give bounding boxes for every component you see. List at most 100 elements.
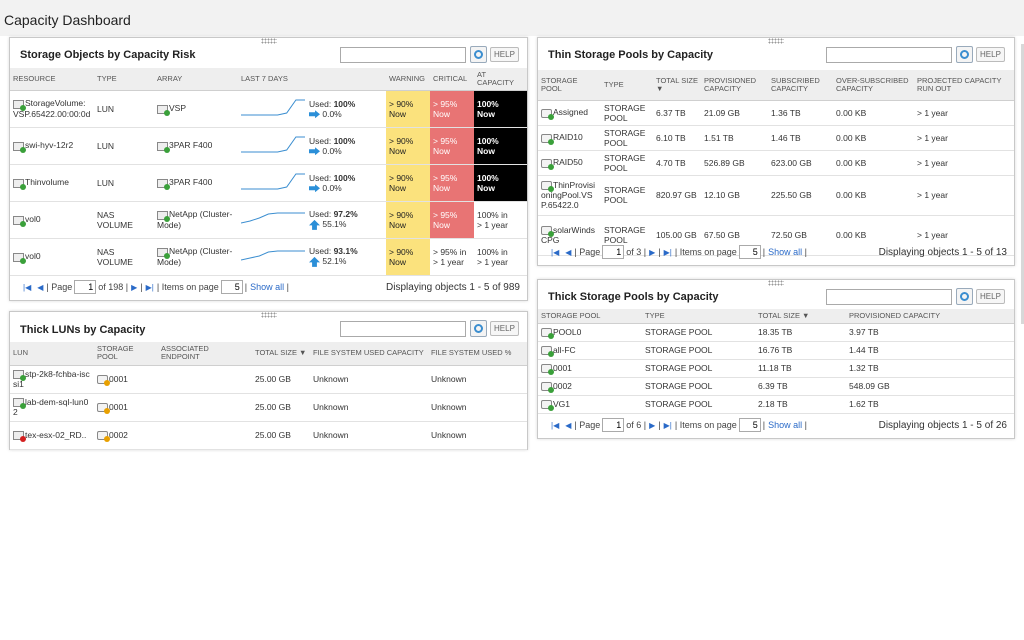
- risk-help-button[interactable]: HELP: [490, 47, 519, 62]
- next-page-icon[interactable]: ▶: [649, 247, 656, 257]
- array-link[interactable]: NetApp (Cluster-Mode): [157, 246, 233, 267]
- page-number-input[interactable]: [602, 418, 625, 432]
- thick-col-header[interactable]: TOTAL SIZE ▼: [755, 309, 846, 324]
- thin-col-header[interactable]: STORAGE POOL: [538, 70, 601, 101]
- drag-handle-icon[interactable]: [768, 38, 784, 44]
- next-page-icon[interactable]: ▶: [649, 420, 656, 430]
- thick-pools-search-button[interactable]: [956, 288, 973, 305]
- table-row[interactable]: VG1 STORAGE POOL 2.18 TB 1.62 TB: [538, 395, 1014, 414]
- page-number-input[interactable]: [602, 245, 625, 259]
- pool-link[interactable]: solarWindsCPG: [541, 224, 596, 246]
- luns-col-header[interactable]: FILE SYSTEM USED CAPACITY: [310, 342, 428, 366]
- items-per-page-input[interactable]: [738, 418, 761, 432]
- table-row[interactable]: Thinvolume LUN 3PAR F400 Used: 100% 0.0% > 9…: [10, 164, 527, 202]
- prev-page-icon[interactable]: ◀: [37, 282, 44, 292]
- show-all-link[interactable]: Show all: [768, 247, 803, 257]
- table-row[interactable]: POOL0 STORAGE POOL 18.35 TB 3.97 TB: [538, 323, 1014, 342]
- luns-col-header[interactable]: ASSOCIATED ENDPOINT: [158, 342, 252, 366]
- first-page-icon[interactable]: |◀: [23, 282, 32, 292]
- lun-link[interactable]: stp-2k8-fchba-iscsi1: [13, 368, 90, 390]
- risk-col-header[interactable]: WARNING: [386, 68, 430, 91]
- items-per-page-input[interactable]: [738, 245, 761, 259]
- table-row[interactable]: tex-esx-02_RD.. 0002 25.00 GB Unknown Unknow…: [10, 421, 527, 450]
- drag-handle-icon[interactable]: [260, 312, 277, 318]
- risk-col-header[interactable]: CRITICAL: [430, 68, 474, 91]
- thick-luns-search-button[interactable]: [470, 320, 487, 337]
- pool-link[interactable]: 0001: [109, 373, 128, 384]
- table-row[interactable]: RAID10 STORAGE POOL 6.10 TB 1.51 TB 1.46 TB 0…: [538, 125, 1014, 151]
- table-row[interactable]: ThinProvisioningPool.VSP.65422.0 STORAGE …: [538, 175, 1014, 216]
- table-row[interactable]: swi-hyv-12r2 LUN 3PAR F400 Used: 100% 0.0% >…: [10, 127, 527, 165]
- last-page-icon[interactable]: ▶|: [663, 247, 672, 257]
- risk-search-input[interactable]: [340, 46, 466, 63]
- thin-col-header[interactable]: SUBSCRIBED CAPACITY: [768, 70, 833, 101]
- thin-col-header[interactable]: TOTAL SIZE ▼: [653, 70, 701, 101]
- table-row[interactable]: Assigned STORAGE POOL 6.37 TB 21.09 GB 1.36 …: [538, 100, 1014, 126]
- thick-col-header[interactable]: TYPE: [642, 309, 755, 324]
- page-number-input[interactable]: [74, 280, 97, 294]
- drag-handle-icon[interactable]: [768, 280, 784, 286]
- array-link[interactable]: VSP: [169, 103, 187, 114]
- next-page-icon[interactable]: ▶: [131, 282, 138, 292]
- thin-pools-search-button[interactable]: [956, 46, 973, 63]
- table-row[interactable]: StorageVolume:VSP.65422.00:00:0d LUN VSP Us…: [10, 90, 527, 128]
- show-all-link[interactable]: Show all: [768, 420, 803, 430]
- thick-pools-help-button[interactable]: HELP: [976, 289, 1005, 304]
- pool-link[interactable]: 0001: [553, 362, 572, 373]
- thin-pools-search-input[interactable]: [826, 46, 952, 63]
- pool-link[interactable]: all-FC: [553, 344, 576, 355]
- pool-link[interactable]: POOL0: [553, 326, 582, 337]
- luns-col-header[interactable]: FILE SYSTEM USED %: [428, 342, 527, 366]
- last-page-icon[interactable]: ▶|: [145, 282, 154, 292]
- first-page-icon[interactable]: |◀: [551, 420, 560, 430]
- thick-pools-search-input[interactable]: [826, 288, 952, 305]
- thin-col-header[interactable]: TYPE: [601, 70, 653, 101]
- resource-link[interactable]: StorageVolume:VSP.65422.00:00:0d: [13, 98, 91, 119]
- pool-link[interactable]: RAID50: [553, 157, 583, 168]
- table-row[interactable]: all-FC STORAGE POOL 16.76 TB 1.44 TB: [538, 341, 1014, 360]
- luns-col-header[interactable]: LUN: [10, 342, 94, 366]
- drag-handle-icon[interactable]: [260, 38, 277, 44]
- scrollbar[interactable]: [1021, 44, 1024, 324]
- risk-col-header[interactable]: RESOURCE: [10, 68, 94, 91]
- table-row[interactable]: stp-2k8-fchba-iscsi1 0001 25.00 GB Unknown U…: [10, 365, 527, 394]
- pool-link[interactable]: Assigned: [553, 107, 588, 118]
- risk-search-button[interactable]: [470, 46, 487, 63]
- thick-luns-help-button[interactable]: HELP: [490, 321, 519, 336]
- pool-link[interactable]: 0002: [553, 380, 572, 391]
- thin-col-header[interactable]: PROVISIONED CAPACITY: [701, 70, 768, 101]
- lun-link[interactable]: tex-esx-02_RD..: [25, 429, 87, 440]
- show-all-link[interactable]: Show all: [250, 282, 285, 292]
- table-row[interactable]: vol0 NAS VOLUME NetApp (Cluster-Mode) Used:…: [10, 238, 527, 276]
- table-row[interactable]: vol0 NAS VOLUME NetApp (Cluster-Mode) Used:…: [10, 201, 527, 239]
- thick-luns-search-input[interactable]: [340, 320, 466, 337]
- table-row[interactable]: lab-dem-sql-lun02 0001 25.00 GB Unknown Unkn…: [10, 393, 527, 422]
- thin-col-header[interactable]: PROJECTED CAPACITY RUN OUT: [914, 70, 1014, 101]
- pool-link[interactable]: ThinProvisioningPool.VSP.65422.0: [541, 179, 596, 211]
- resource-link[interactable]: Thinvolume: [25, 177, 69, 188]
- resource-link[interactable]: vol0: [25, 214, 41, 225]
- risk-col-header[interactable]: TYPE: [94, 68, 154, 91]
- thick-col-header[interactable]: STORAGE POOL: [538, 309, 642, 324]
- luns-col-header[interactable]: STORAGE POOL: [94, 342, 158, 366]
- pool-link[interactable]: VG1: [553, 398, 571, 409]
- array-link[interactable]: 3PAR F400: [169, 140, 213, 151]
- last-page-icon[interactable]: ▶|: [663, 420, 672, 430]
- items-per-page-input[interactable]: [220, 280, 243, 294]
- resource-link[interactable]: swi-hyv-12r2: [25, 140, 74, 151]
- luns-col-header[interactable]: TOTAL SIZE ▼: [252, 342, 310, 366]
- lun-link[interactable]: lab-dem-sql-lun02: [13, 396, 89, 418]
- prev-page-icon[interactable]: ◀: [565, 420, 572, 430]
- risk-col-header[interactable]: ARRAY: [154, 68, 238, 91]
- array-link[interactable]: NetApp (Cluster-Mode): [157, 209, 233, 230]
- array-link[interactable]: 3PAR F400: [169, 177, 213, 188]
- risk-col-header[interactable]: LAST 7 DAYS: [238, 68, 306, 91]
- thin-pools-help-button[interactable]: HELP: [976, 47, 1005, 62]
- pool-link[interactable]: RAID10: [553, 132, 583, 143]
- pool-link[interactable]: 0002: [109, 429, 128, 440]
- thick-col-header[interactable]: PROVISIONED CAPACITY: [846, 309, 1014, 324]
- prev-page-icon[interactable]: ◀: [565, 247, 572, 257]
- first-page-icon[interactable]: |◀: [551, 247, 560, 257]
- risk-col-header[interactable]: AT CAPACITY: [474, 68, 527, 91]
- thin-col-header[interactable]: OVER-SUBSCRIBED CAPACITY: [833, 70, 914, 101]
